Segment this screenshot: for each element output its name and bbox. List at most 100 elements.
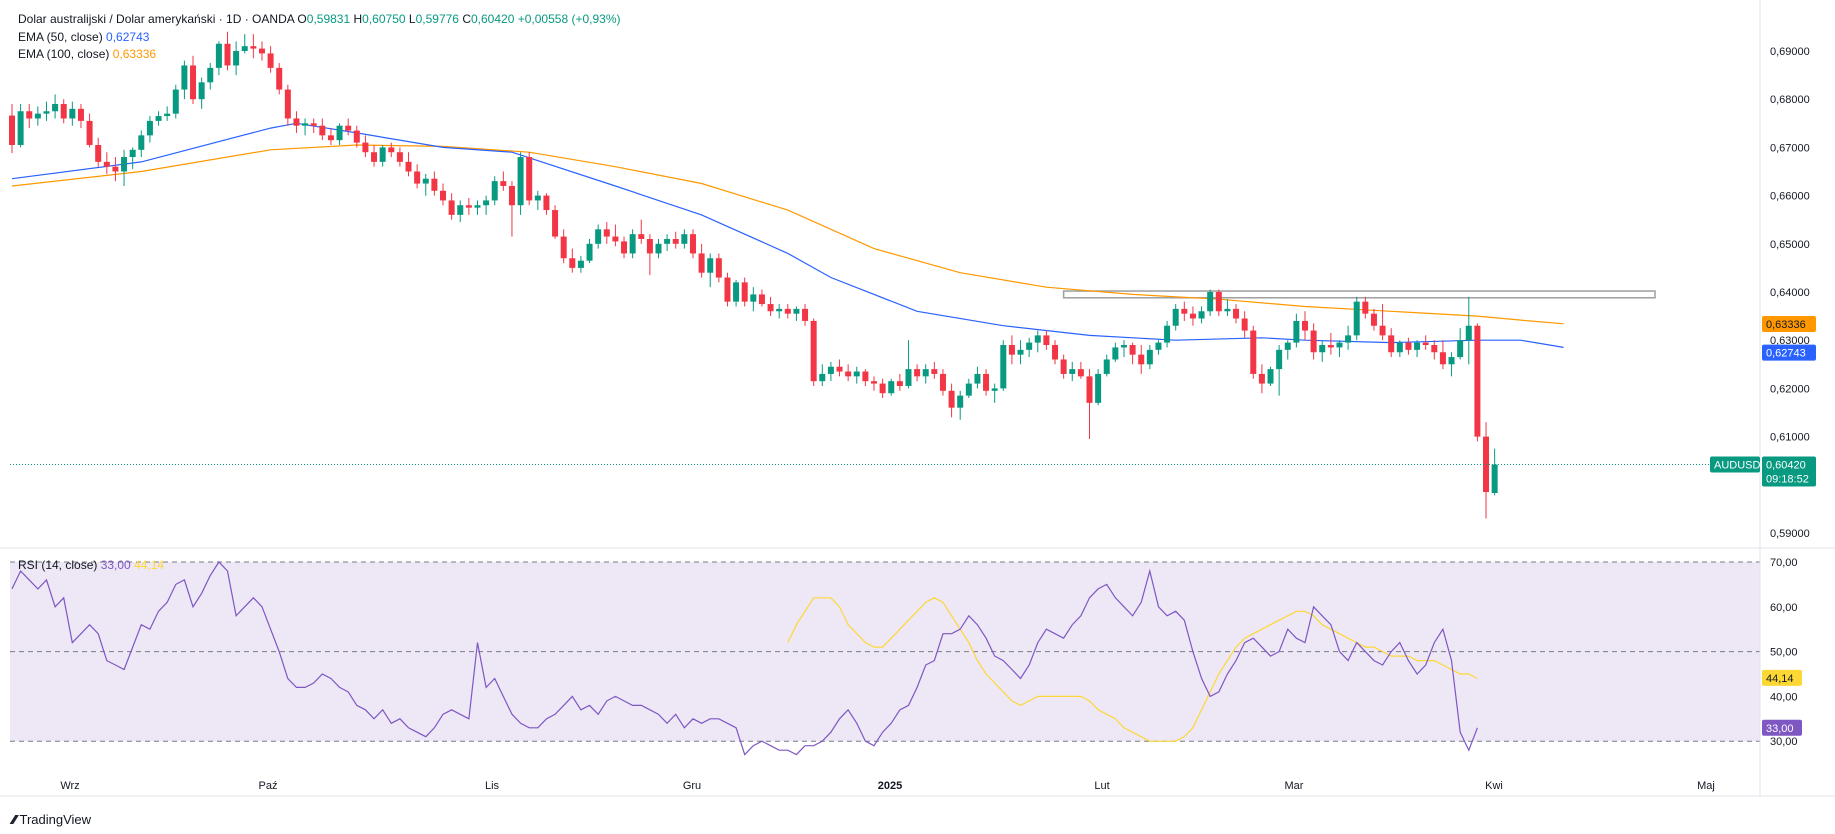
candle[interactable] xyxy=(431,171,438,196)
candle[interactable] xyxy=(1138,345,1145,374)
candle[interactable] xyxy=(422,173,429,196)
candle[interactable] xyxy=(1258,364,1265,394)
candle[interactable] xyxy=(1017,340,1024,365)
candle[interactable] xyxy=(1319,340,1326,362)
candle[interactable] xyxy=(1483,422,1490,519)
candle[interactable] xyxy=(1103,354,1110,377)
candle[interactable] xyxy=(646,234,653,276)
candle[interactable] xyxy=(483,195,490,215)
candle[interactable] xyxy=(319,118,326,141)
candle[interactable] xyxy=(405,152,412,177)
candle[interactable] xyxy=(1060,354,1067,379)
candle[interactable] xyxy=(103,152,110,174)
candle[interactable] xyxy=(172,84,179,119)
candle[interactable] xyxy=(802,304,809,326)
candle[interactable] xyxy=(302,118,309,136)
candle[interactable] xyxy=(138,130,145,158)
candle[interactable] xyxy=(1414,340,1421,358)
candle[interactable] xyxy=(1026,337,1033,358)
candle[interactable] xyxy=(241,34,248,54)
candle[interactable] xyxy=(1008,335,1015,365)
candle[interactable] xyxy=(750,287,757,312)
candle[interactable] xyxy=(1224,299,1231,317)
candle[interactable] xyxy=(526,152,533,206)
candle[interactable] xyxy=(793,306,800,321)
candle[interactable] xyxy=(741,277,748,307)
tradingview-logo[interactable]: ⁄⁄⁄ TradingView xyxy=(12,812,92,827)
candle[interactable] xyxy=(1336,340,1343,358)
candle[interactable] xyxy=(1164,320,1171,348)
candle[interactable] xyxy=(1043,330,1050,350)
candle[interactable] xyxy=(715,253,722,283)
candle[interactable] xyxy=(784,304,791,319)
symbol-title[interactable]: Dolar australijski / Dolar amerykański ·… xyxy=(18,12,295,26)
candle[interactable] xyxy=(491,176,498,206)
rsi-tag[interactable]: 33,00 xyxy=(1762,719,1802,736)
candle[interactable] xyxy=(879,378,886,399)
candle[interactable] xyxy=(939,369,946,396)
candle[interactable] xyxy=(448,193,455,220)
candle[interactable] xyxy=(414,164,421,189)
candle[interactable] xyxy=(1448,352,1455,377)
candle[interactable] xyxy=(922,364,929,384)
candle[interactable] xyxy=(629,229,636,259)
candle[interactable] xyxy=(1491,448,1498,496)
rsi-pane[interactable] xyxy=(10,561,1760,756)
candle[interactable] xyxy=(1465,296,1472,365)
candle[interactable] xyxy=(267,46,274,73)
candle[interactable] xyxy=(845,364,852,382)
candle[interactable] xyxy=(560,229,567,264)
candle[interactable] xyxy=(34,106,41,126)
candle[interactable] xyxy=(440,183,446,206)
candle[interactable] xyxy=(69,101,76,126)
candle[interactable] xyxy=(1095,369,1102,406)
candle[interactable] xyxy=(957,390,964,420)
candle[interactable] xyxy=(60,99,67,124)
candle[interactable] xyxy=(1250,325,1257,379)
candle[interactable] xyxy=(1284,340,1291,360)
candle[interactable] xyxy=(733,279,740,307)
candle[interactable] xyxy=(905,340,912,389)
candle[interactable] xyxy=(52,94,59,119)
candle[interactable] xyxy=(258,41,265,61)
candle[interactable] xyxy=(1439,340,1446,370)
candle[interactable] xyxy=(77,104,84,129)
candle[interactable] xyxy=(534,190,541,211)
candle[interactable] xyxy=(1353,296,1360,341)
candle[interactable] xyxy=(207,63,214,90)
resistance-zone[interactable] xyxy=(1062,290,1656,299)
candle[interactable] xyxy=(181,60,188,100)
candle[interactable] xyxy=(1388,328,1395,358)
candle[interactable] xyxy=(621,236,628,259)
candle[interactable] xyxy=(1189,306,1196,326)
candle[interactable] xyxy=(1293,313,1300,348)
candle[interactable] xyxy=(1457,328,1464,360)
candle[interactable] xyxy=(827,361,834,382)
candle[interactable] xyxy=(1215,289,1222,317)
candle[interactable] xyxy=(758,289,765,307)
candle[interactable] xyxy=(836,359,843,377)
last-price-tag[interactable] xyxy=(1762,456,1816,487)
candle[interactable] xyxy=(164,106,171,121)
candle[interactable] xyxy=(1069,361,1076,382)
candle[interactable] xyxy=(215,41,222,76)
candle[interactable] xyxy=(681,229,688,249)
candle[interactable] xyxy=(1155,340,1162,355)
candle[interactable] xyxy=(362,135,369,158)
candle[interactable] xyxy=(155,111,162,126)
candle[interactable] xyxy=(336,123,343,145)
candle[interactable] xyxy=(457,200,464,223)
candle[interactable] xyxy=(1077,361,1084,379)
candle[interactable] xyxy=(1276,345,1283,396)
candle[interactable] xyxy=(1198,306,1205,324)
candle[interactable] xyxy=(500,171,507,191)
candle[interactable] xyxy=(310,118,317,133)
candle[interactable] xyxy=(1052,340,1059,365)
candle[interactable] xyxy=(224,31,231,71)
candle[interactable] xyxy=(698,243,705,278)
candle[interactable] xyxy=(1207,289,1214,317)
ema50-legend[interactable]: EMA (50, close) 0,62743 xyxy=(18,30,150,44)
rsi-ma-line[interactable] xyxy=(787,597,1478,742)
candle[interactable] xyxy=(190,55,197,105)
candle[interactable] xyxy=(198,77,205,109)
